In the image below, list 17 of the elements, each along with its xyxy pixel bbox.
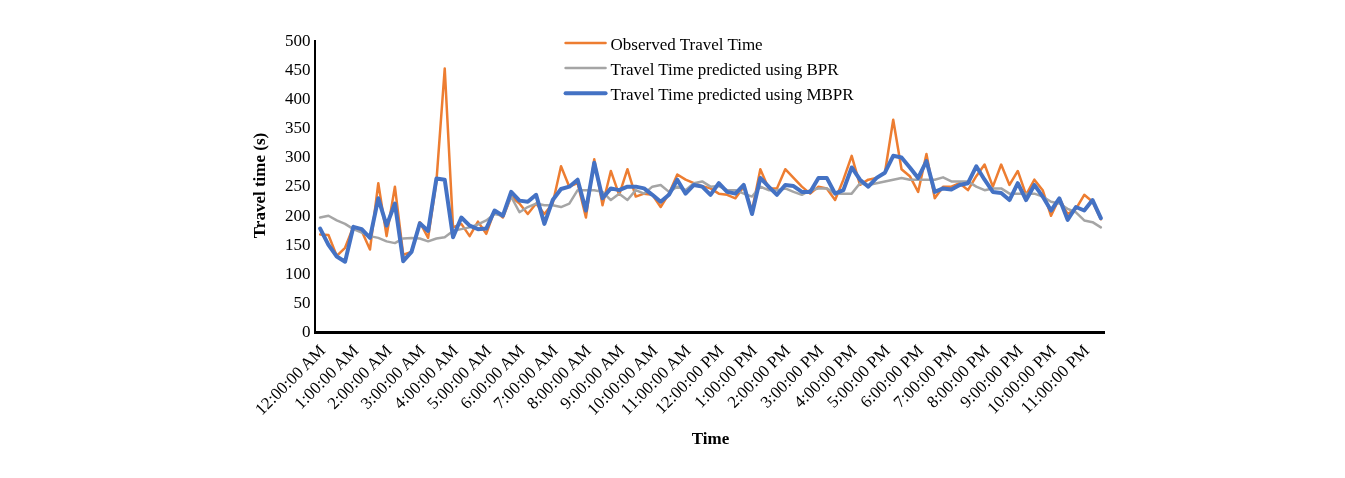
y-tick-label: 300 xyxy=(285,147,311,167)
line-series xyxy=(318,153,1103,264)
y-tick-label: 350 xyxy=(285,118,311,138)
y-axis-title: Travel time (s) xyxy=(250,132,270,239)
x-axis-title: Time xyxy=(691,429,730,449)
y-tick-label: 500 xyxy=(285,30,311,50)
legend-label: Travel Time predicted using MBPR xyxy=(610,84,855,104)
y-tick-label: 100 xyxy=(285,263,311,283)
y-tick-label: 50 xyxy=(293,292,311,312)
y-tick-label: 150 xyxy=(285,234,311,254)
y-tick-label: 200 xyxy=(285,205,311,225)
y-tick-label: 400 xyxy=(285,89,311,109)
y-tick-label: 450 xyxy=(285,60,311,80)
y-tick-label: 250 xyxy=(285,176,311,196)
legend-label: Observed Travel Time xyxy=(610,34,763,54)
legend-label: Travel Time predicted using BPR xyxy=(610,59,840,79)
y-tick-label: 0 xyxy=(302,321,311,341)
